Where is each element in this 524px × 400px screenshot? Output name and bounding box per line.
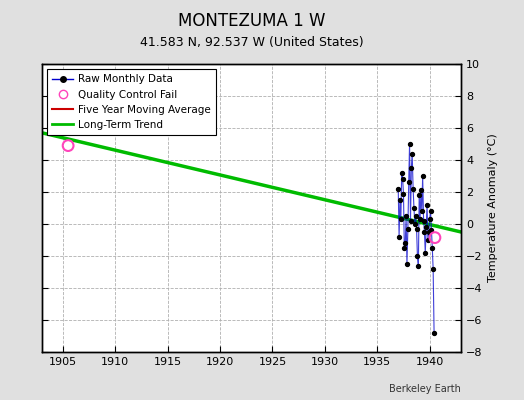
- Point: [412, 226, 421, 232]
- Point: [398, 170, 406, 176]
- Point: [430, 330, 438, 336]
- Point: [407, 165, 416, 171]
- Point: [406, 218, 414, 224]
- Point: [399, 190, 408, 197]
- Point: [415, 192, 423, 198]
- Legend: Raw Monthly Data, Quality Control Fail, Five Year Moving Average, Long-Term Tren: Raw Monthly Data, Quality Control Fail, …: [47, 69, 216, 135]
- Point: [394, 186, 402, 192]
- Point: [400, 245, 409, 251]
- Point: [420, 229, 429, 235]
- Point: [416, 216, 424, 222]
- Text: MONTEZUMA 1 W: MONTEZUMA 1 W: [178, 12, 325, 30]
- Point: [414, 262, 422, 269]
- Point: [424, 229, 433, 235]
- Point: [421, 250, 430, 256]
- Point: [419, 173, 427, 179]
- Point: [395, 234, 403, 240]
- Point: [397, 216, 405, 222]
- Point: [409, 186, 417, 192]
- Point: [417, 187, 425, 194]
- Point: [411, 213, 420, 219]
- Text: 41.583 N, 92.537 W (United States): 41.583 N, 92.537 W (United States): [140, 36, 363, 49]
- Point: [423, 202, 431, 208]
- Point: [403, 226, 412, 232]
- Point: [402, 213, 410, 219]
- Point: [424, 237, 432, 243]
- Point: [406, 141, 414, 147]
- Point: [427, 208, 435, 214]
- Y-axis label: Temperature Anomaly (°C): Temperature Anomaly (°C): [488, 134, 498, 282]
- Point: [418, 208, 426, 214]
- Point: [425, 216, 434, 222]
- Point: [410, 205, 418, 211]
- Point: [403, 261, 411, 267]
- Point: [411, 221, 419, 227]
- Point: [429, 266, 438, 272]
- Point: [408, 150, 417, 157]
- Text: Berkeley Earth: Berkeley Earth: [389, 384, 461, 394]
- Point: [413, 253, 422, 259]
- Point: [396, 197, 404, 203]
- Point: [428, 245, 436, 251]
- Point: [401, 240, 409, 246]
- Point: [427, 227, 435, 234]
- Point: [405, 179, 413, 186]
- Point: [419, 218, 428, 224]
- Point: [431, 234, 439, 241]
- Point: [422, 224, 430, 230]
- Point: [398, 176, 407, 182]
- Point: [64, 142, 72, 149]
